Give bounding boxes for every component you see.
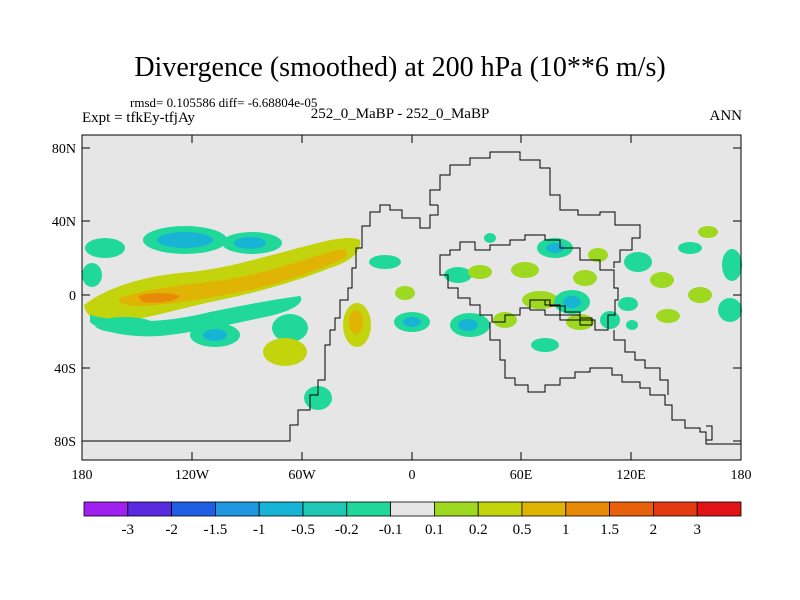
lon-tick-60w: 60W [288,468,316,483]
lon-tick-120e: 120E [616,468,646,483]
axis-ticks [82,135,741,460]
colorbar-swatch [653,501,698,517]
neg-blob-3 [85,238,125,258]
neg-blob-4 [82,263,102,287]
outline-west-continent [82,204,439,442]
outline-north-continent [429,151,641,268]
lon-tick-120w: 120W [175,468,210,483]
colorbar-swatch [171,501,216,517]
pos-blob-12 [688,287,712,303]
pos-blob-4 [468,265,492,279]
pos-blob-3 [395,286,415,300]
colorbar-swatch [565,501,610,517]
colorbar [83,501,742,517]
colorbar-swatch [521,501,567,517]
neg-blob-13-core [458,319,478,331]
experiment-label: Expt = tfkEy-tfjAy [82,110,195,126]
case-label: 252_0_MaBP - 252_0_MaBP [310,106,490,122]
neg-blob-15-core [563,296,581,308]
lon-tick-60e: 60E [510,468,533,483]
contour-fills [82,226,742,410]
colorbar-swatch [390,501,435,517]
neg-blob-20 [678,242,702,254]
positive-max-pacific [138,293,180,303]
plot-title: Divergence (smoothed) at 200 hPa (10**6 … [134,52,666,83]
lat-tick-40n: 40N [52,215,76,230]
pos-blob-13 [656,309,680,323]
outline-south-continent [489,322,741,445]
neg-blob-1-core [157,232,213,248]
lon-tick-0: 0 [409,468,416,483]
lat-tick-0: 0 [69,289,76,304]
outline-africa [439,234,619,331]
neg-blob-18 [624,252,652,272]
colorbar-swatch [609,501,654,517]
neg-blob-21 [722,249,742,281]
neg-blob-5-core [203,329,227,341]
colorbar-swatch [346,501,391,517]
colorbar-swatch [433,501,479,517]
colorbar-label: -1 [253,522,266,538]
neg-blob-12 [444,267,472,283]
neg-blob-17 [600,311,620,329]
lat-tick-80n: 80N [52,142,76,157]
continent-outlines [82,151,741,445]
colorbar-label: 0.2 [469,522,488,538]
colorbar-label: 3 [693,522,701,538]
colorbar-label: 0.1 [425,522,444,538]
neg-blob-23 [626,320,638,330]
stats-line: rmsd= 0.105586 diff= -6.68804e-05 [130,95,318,110]
positive-core-pacific [119,249,347,306]
lon-tick-180w: 180 [72,468,93,483]
colorbar-swatch [83,501,129,517]
pos-blob-6 [511,262,539,278]
colorbar-label: -0.2 [335,522,359,538]
pos-blob-1 [263,338,307,366]
neg-blob-11 [484,233,496,243]
outline-south-link [613,330,669,395]
season-label: ANN [709,108,743,124]
colorbar-labels: -3 -2 -1.5 -1 -0.5 -0.2 -0.1 0.1 0.2 0.5 1 1.5 2 3 [122,522,701,538]
colorbar-label: -0.1 [379,522,403,538]
colorbar-label: 2 [650,522,658,538]
neg-blob-10-core [403,317,421,327]
pos-blob-2-core [349,310,363,334]
colorbar-label: -0.5 [291,522,315,538]
neg-blob-9 [369,255,401,269]
pos-blob-9 [588,248,608,262]
lat-tick-80s: 80S [54,435,76,450]
outline-inner [529,299,593,326]
neg-blob-8 [95,317,155,333]
neg-blob-16 [531,338,559,352]
colorbar-swatch [127,501,173,517]
colorbar-label: -3 [122,522,135,538]
neg-blob-7 [304,386,332,410]
colorbar-label: 1.5 [600,522,619,538]
neg-blob-6 [272,314,308,342]
pos-blob-11 [650,272,674,288]
colorbar-swatch [477,501,523,517]
colorbar-label: 0.5 [513,522,532,538]
colorbar-label: 1 [562,522,570,538]
colorbar-label: -2 [165,522,178,538]
neg-blob-22 [718,298,742,322]
colorbar-swatch [214,501,260,517]
neg-blob-2-core [234,237,266,249]
colorbar-swatch [258,501,304,517]
pos-blob-8 [573,270,597,286]
neg-blob-19 [618,297,638,311]
colorbar-swatch [696,501,742,517]
outline-island [706,425,713,441]
colorbar-label: -1.5 [204,522,228,538]
lon-tick-180e: 180 [731,468,752,483]
lat-tick-40s: 40S [54,362,76,377]
pos-blob-14 [698,226,718,238]
colorbar-swatch [302,501,348,517]
